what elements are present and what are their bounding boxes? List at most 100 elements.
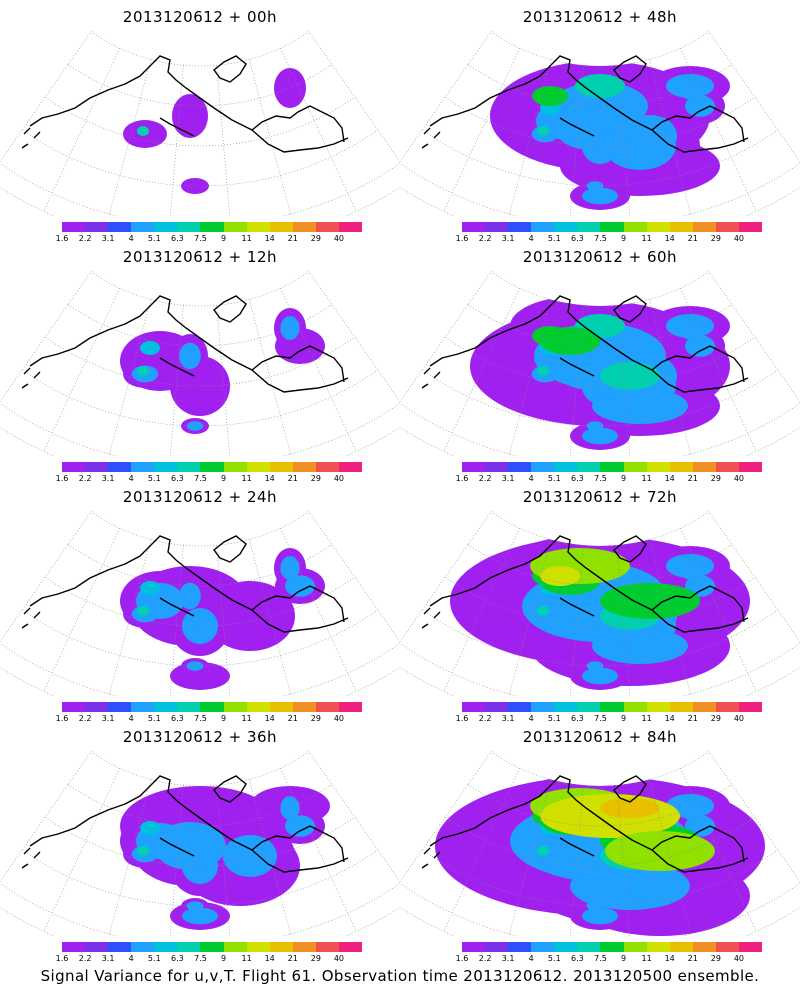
variance-core [137, 606, 149, 616]
variance-blob [604, 122, 676, 170]
colorbar-label: 2.2 [78, 714, 92, 723]
colorbar-swatch [738, 462, 763, 472]
colorbar-swatch [108, 702, 132, 712]
colorbar-swatch [623, 462, 647, 472]
colorbar-label: 7.5 [594, 714, 607, 723]
colorbar-label: 6.3 [171, 234, 184, 243]
colorbar-swatch [315, 462, 339, 472]
colorbar-swatch [315, 222, 339, 232]
colorbar-label: 7.5 [194, 954, 207, 963]
colorbar-swatch [554, 702, 578, 712]
variance-field [120, 786, 330, 930]
colorbar-label: 5.1 [547, 234, 561, 243]
variance-blob [170, 662, 230, 690]
colorbar-label: 9 [220, 234, 227, 243]
colorbar-label: 3.1 [501, 234, 515, 243]
variance-core [537, 366, 549, 376]
variance-blob [570, 862, 690, 910]
colorbar-label: 21 [287, 234, 298, 243]
colorbar-swatch [577, 462, 601, 472]
colorbar-label: 11 [641, 474, 652, 483]
colorbar-swatch [177, 942, 201, 952]
colorbar-swatch [715, 222, 739, 232]
colorbar-label: 1.6 [455, 714, 469, 723]
colorbar-swatch [108, 222, 132, 232]
colorbar-labels: 1.6 2.2 3.1 4 5.1 6.3 7.5 9 11 14 21 29 40 [456, 474, 762, 484]
map-panel: 2013120612 + 84h 1.6 2.2 3.1 4 5.1 6.3 7.5 9 11 14… [400, 720, 800, 963]
map-panel: 2013120612 + 36h 1.6 2.2 3.1 4 5.1 6.3 7.5 9 11 14… [0, 720, 400, 963]
variance-blob [685, 335, 715, 357]
colorbar-label: 5.1 [147, 954, 161, 963]
colorbar-swatch [554, 462, 578, 472]
colorbar-label: 1.6 [455, 234, 469, 243]
variance-blob [186, 661, 204, 671]
colorbar-swatch [715, 702, 739, 712]
colorbar-swatch [577, 942, 601, 952]
colorbar-label: 6.3 [171, 474, 184, 483]
variance-field [120, 308, 325, 434]
graticule [0, 288, 400, 456]
colorbar-swatch [177, 702, 201, 712]
colorbar-label: 5.1 [147, 234, 161, 243]
colorbar-label: 5.1 [147, 714, 161, 723]
colorbar-swatch [154, 462, 178, 472]
colorbar-label: 9 [620, 234, 627, 243]
colorbar [62, 222, 363, 232]
colorbar-swatch [600, 222, 624, 232]
colorbar-label: 5.1 [547, 714, 561, 723]
colorbar-label: 7.5 [194, 474, 207, 483]
colorbar-swatch [462, 222, 486, 232]
map-panel: 2013120612 + 12h 1.6 2.2 3.1 4 5.1 6.3 7.5 9 11 14… [0, 240, 400, 483]
colorbar-swatch [738, 702, 763, 712]
variance-blob [186, 421, 204, 431]
variance-map [400, 31, 800, 216]
colorbar-swatch [154, 942, 178, 952]
colorbar-labels: 1.6 2.2 3.1 4 5.1 6.3 7.5 9 11 14 21 29 40 [456, 234, 762, 244]
variance-blob [666, 74, 714, 98]
colorbar-label: 29 [310, 954, 321, 963]
colorbar-label: 1.6 [55, 714, 69, 723]
colorbar-swatch [292, 462, 316, 472]
colorbar-swatch [246, 702, 270, 712]
colorbar-swatch [85, 222, 109, 232]
colorbar-swatch [62, 942, 86, 952]
variance-blob [182, 907, 218, 925]
colorbar-swatch [338, 222, 363, 232]
colorbar-label: 11 [641, 954, 652, 963]
colorbar-swatch [623, 222, 647, 232]
variance-core [537, 846, 549, 856]
variance-core [137, 846, 149, 856]
colorbar-swatch [692, 222, 716, 232]
colorbar-swatch [600, 462, 624, 472]
graticule [0, 48, 400, 216]
colorbar-label: 2.2 [478, 954, 492, 963]
colorbar-swatch [200, 702, 224, 712]
colorbar-label: 29 [710, 234, 721, 243]
map-panel: 2013120612 + 48h 1.6 2.2 3.1 4 5.1 6.3 7.5 9 11 14… [400, 0, 800, 243]
colorbar-swatch [531, 702, 555, 712]
variance-field [120, 548, 325, 690]
variance-core [600, 362, 660, 390]
variance-core [600, 798, 660, 818]
colorbar-swatch [200, 462, 224, 472]
colorbar-label: 9 [220, 954, 227, 963]
variance-blob [666, 314, 714, 338]
variance-map [400, 751, 800, 936]
colorbar-label: 40 [333, 474, 345, 483]
colorbar-swatch [315, 702, 339, 712]
colorbar-swatch [292, 702, 316, 712]
map-panel: 2013120612 + 72h 1.6 2.2 3.1 4 5.1 6.3 7.5 9 11 14… [400, 480, 800, 723]
panel-title: 2013120612 + 12h [122, 248, 278, 266]
colorbar-label: 1.6 [55, 234, 69, 243]
colorbar-swatch [246, 942, 270, 952]
colorbar-swatch [669, 222, 693, 232]
colorbar-label: 4 [528, 714, 534, 723]
colorbar-swatch [108, 462, 132, 472]
variance-core [600, 583, 700, 619]
colorbar-label: 3.1 [101, 714, 115, 723]
variance-blob [179, 582, 201, 610]
colorbar-labels: 1.6 2.2 3.1 4 5.1 6.3 7.5 9 11 14 21 29 40 [56, 954, 362, 964]
variance-blob [154, 822, 226, 870]
colorbar [462, 222, 763, 232]
colorbar-swatch [508, 222, 532, 232]
